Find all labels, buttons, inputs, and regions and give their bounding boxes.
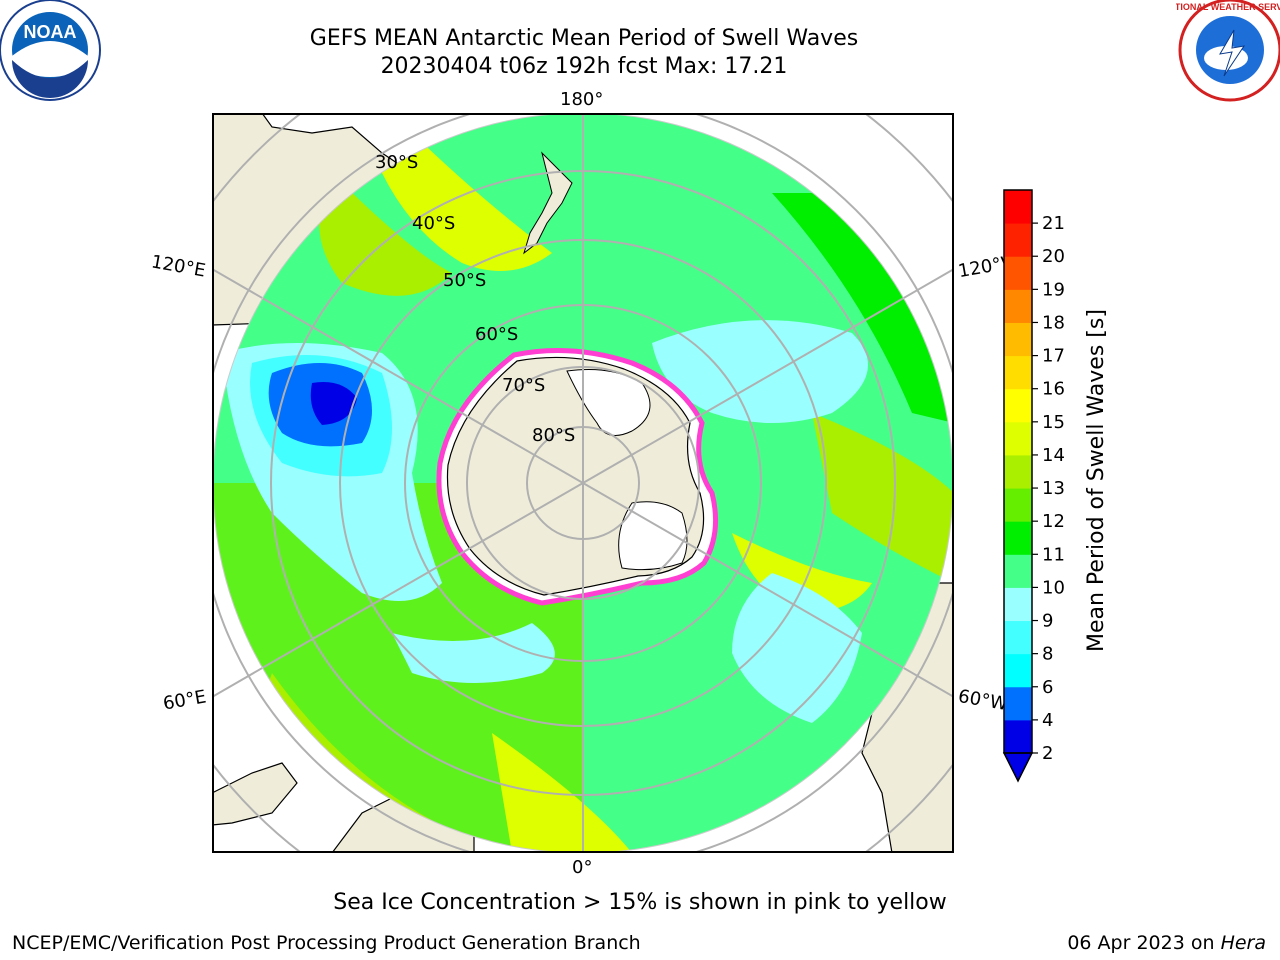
colorbar-tick-label: 13 — [1042, 478, 1065, 499]
national-weather-service-logo: NATIONAL WEATHER SERVICE — [1176, 0, 1280, 102]
colorbar-tick-label: 18 — [1042, 312, 1065, 333]
lat-label-30s: 30°S — [375, 152, 418, 173]
colorbar-tick-label: 11 — [1042, 544, 1065, 565]
noaa-logo-text: NOAA — [24, 22, 77, 42]
lat-label-50s: 50°S — [443, 270, 486, 291]
colorbar-swatch — [1004, 322, 1032, 357]
colorbar-tick-label: 4 — [1042, 710, 1053, 731]
colorbar-swatch — [1004, 620, 1032, 655]
colorbar-swatch — [1004, 289, 1032, 323]
lon-label-120e: 120°E — [149, 251, 208, 282]
colorbar-tick-label: 2 — [1042, 743, 1053, 764]
colorbar-tick-label: 17 — [1042, 346, 1065, 367]
colorbar-swatch — [1004, 256, 1032, 290]
colorbar-tick-label: 9 — [1042, 611, 1053, 632]
lat-label-80s: 80°S — [532, 425, 575, 446]
colorbar-label: Mean Period of Swell Waves [s] — [1084, 309, 1109, 652]
lon-label-0: 0° — [572, 857, 593, 878]
colorbar-tick-label: 15 — [1042, 412, 1065, 433]
colorbar-tick-label: 6 — [1042, 677, 1053, 698]
colorbar-swatch — [1004, 521, 1032, 555]
weddell-ice-shelf — [618, 501, 688, 571]
chart-title: GEFS MEAN Antarctic Mean Period of Swell… — [309, 26, 859, 51]
colorbar-tick-label: 8 — [1042, 644, 1053, 665]
colorbar-tick-label: 10 — [1042, 577, 1065, 598]
colorbar-swatch — [1004, 421, 1032, 456]
polar-map: 30°S 40°S 50°S 60°S 70°S 80°S — [212, 113, 954, 853]
map-frame — [212, 113, 954, 853]
lat-label-60s: 60°S — [475, 324, 518, 345]
sea-ice-note: Sea Ice Concentration > 15% is shown in … — [333, 890, 947, 915]
colorbar-frame — [1003, 189, 1033, 754]
colorbar-swatch — [1004, 686, 1032, 721]
footer-credit: NCEP/EMC/Verification Post Processing Pr… — [12, 932, 641, 954]
footer-date-text: 06 Apr 2023 on — [1067, 932, 1221, 954]
new-zealand-land — [523, 151, 573, 255]
footer-date: 06 Apr 2023 on Hera — [1067, 932, 1266, 954]
colorbar-tick-label: 21 — [1042, 213, 1065, 234]
colorbar-tick-label: 14 — [1042, 445, 1065, 466]
colorbar-tick-label: 16 — [1042, 379, 1065, 400]
colorbar-swatch — [1004, 554, 1032, 588]
colorbar-swatch — [1004, 454, 1032, 489]
lat-label-70s: 70°S — [502, 375, 545, 396]
colorbar-swatch — [1004, 355, 1032, 390]
colorbar-swatch — [1004, 587, 1032, 622]
lat-label-40s: 40°S — [412, 213, 455, 234]
colorbar-swatch — [1004, 190, 1032, 224]
colorbar-tick-label: 20 — [1042, 246, 1065, 267]
colorbar-swatch — [1004, 488, 1032, 522]
colorbar-swatch — [1004, 388, 1032, 423]
noaa-logo: NOAA — [0, 0, 101, 101]
colorbar-tick-label: 19 — [1042, 279, 1065, 300]
colorbar: 2 4 6 8 9 10 11 12 13 14 15 16 17 18 19 20 21 — [1002, 189, 1065, 783]
colorbar-tick-label: 12 — [1042, 511, 1065, 532]
nws-logo-text: NATIONAL WEATHER SERVICE — [1176, 2, 1280, 12]
colorbar-extend-min — [1002, 752, 1034, 783]
colorbar-swatch — [1004, 223, 1032, 257]
colorbar-swatch — [1004, 719, 1032, 754]
lon-label-180: 180° — [560, 89, 604, 110]
africa-land — [212, 762, 298, 826]
chart-subtitle: 20230404 t06z 192h fcst Max: 17.21 — [380, 54, 788, 79]
lon-label-60e: 60°E — [161, 686, 208, 715]
graticule — [212, 113, 954, 853]
colorbar-swatch — [1004, 653, 1032, 688]
footer-host: Hera — [1220, 932, 1266, 954]
